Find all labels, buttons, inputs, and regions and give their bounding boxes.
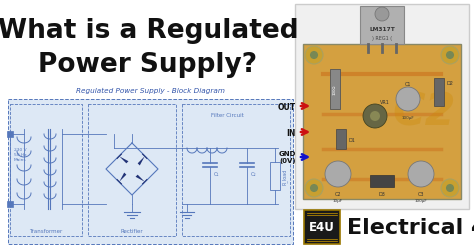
Text: D2: D2 [447, 80, 454, 85]
Text: VR1: VR1 [380, 99, 390, 104]
Text: What is a Regulated: What is a Regulated [0, 18, 298, 44]
Circle shape [441, 179, 459, 197]
Text: 10μF: 10μF [333, 198, 343, 202]
Circle shape [305, 47, 323, 65]
Circle shape [310, 52, 318, 60]
Text: 100μF: 100μF [415, 198, 428, 202]
Text: Power Supply?: Power Supply? [38, 52, 257, 78]
Text: C₁: C₁ [214, 171, 219, 176]
Circle shape [396, 88, 420, 112]
Text: IN: IN [287, 128, 296, 137]
Text: LM317T: LM317T [369, 26, 395, 32]
Circle shape [441, 47, 459, 65]
Text: Rectifier: Rectifier [121, 228, 143, 233]
Text: Regulated Power Supply - Block Diagram: Regulated Power Supply - Block Diagram [76, 87, 225, 94]
Bar [330, 70, 340, 110]
Text: GND
(0V): GND (0V) [279, 151, 296, 164]
Text: D3: D3 [379, 191, 385, 196]
FancyBboxPatch shape [304, 210, 340, 244]
Bar [370, 175, 394, 187]
Text: R_load: R_load [282, 168, 288, 184]
Circle shape [310, 184, 318, 192]
Text: C2: C2 [392, 91, 456, 134]
Text: E4U: E4U [309, 220, 335, 234]
Text: D1: D1 [349, 137, 356, 142]
Circle shape [446, 52, 454, 60]
Text: 100μF: 100μF [401, 115, 414, 119]
Text: 230 V
50 Hz
Mains: 230 V 50 Hz Mains [14, 147, 27, 162]
Circle shape [363, 105, 387, 129]
Bar [7, 201, 13, 207]
Text: C1: C1 [405, 81, 411, 86]
Circle shape [446, 184, 454, 192]
FancyBboxPatch shape [295, 5, 469, 209]
Bar [7, 132, 13, 137]
Text: OUT: OUT [278, 102, 296, 111]
Circle shape [408, 161, 434, 187]
Circle shape [375, 8, 389, 22]
FancyBboxPatch shape [360, 7, 404, 45]
Text: C3: C3 [418, 191, 424, 196]
Polygon shape [119, 157, 128, 164]
Circle shape [325, 161, 351, 187]
Polygon shape [119, 173, 127, 182]
Text: C2: C2 [335, 191, 341, 196]
FancyBboxPatch shape [8, 100, 293, 244]
Text: C₂: C₂ [251, 171, 256, 176]
Bar [336, 130, 346, 149]
Circle shape [305, 179, 323, 197]
Text: Electrical 4 U: Electrical 4 U [347, 217, 474, 237]
Text: ) REG1 (: ) REG1 ( [372, 35, 392, 40]
Text: 100Ω: 100Ω [333, 84, 337, 95]
Polygon shape [136, 175, 145, 182]
Text: Transformer: Transformer [29, 228, 63, 233]
Text: Filter Circuit: Filter Circuit [211, 113, 244, 117]
Circle shape [370, 112, 380, 121]
Polygon shape [137, 157, 145, 166]
FancyBboxPatch shape [303, 45, 461, 199]
Bar [434, 79, 444, 107]
Bar [270, 162, 280, 190]
